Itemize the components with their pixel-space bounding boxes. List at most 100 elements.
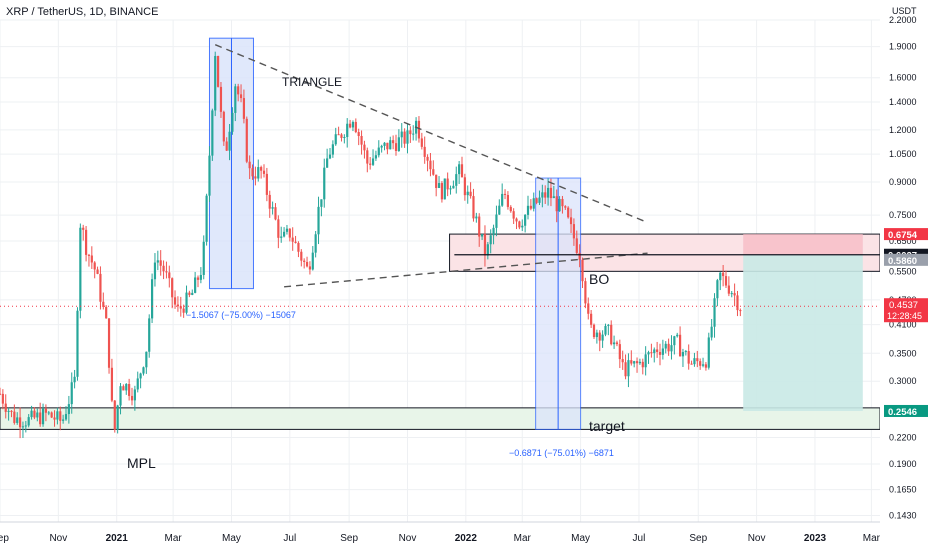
take-profit-area	[743, 254, 863, 411]
candle-body	[320, 199, 323, 207]
candle-body	[564, 206, 567, 208]
candle-body	[518, 221, 521, 228]
y-tick-label: 0.1900	[889, 459, 917, 469]
candle-body	[739, 310, 742, 312]
candle-body	[67, 404, 70, 415]
last-price-label: 0.4537	[889, 300, 918, 311]
candle-body	[133, 389, 136, 401]
level-label-bg	[884, 253, 928, 266]
candle-body	[53, 417, 56, 420]
candle-body	[699, 361, 702, 366]
candle-body	[552, 196, 555, 199]
candle-body	[196, 277, 200, 280]
candle-body	[277, 219, 280, 238]
candle-body	[693, 358, 696, 365]
candle-body	[125, 383, 128, 391]
candle-body	[116, 405, 119, 430]
candle-body	[727, 285, 730, 294]
time-axis-bg	[0, 522, 932, 550]
candle-body	[498, 205, 501, 215]
candle-body	[82, 227, 85, 230]
candle-body	[460, 164, 464, 178]
candle-body	[348, 123, 352, 128]
stop-loss-area	[743, 234, 863, 255]
candle-body	[274, 207, 277, 220]
candle-body	[168, 272, 171, 279]
candle-body	[99, 273, 102, 302]
candle-body	[208, 155, 211, 196]
level-label: 0.6754	[888, 230, 918, 241]
candle-body	[618, 344, 621, 360]
y-tick-label: 2.2000	[889, 15, 917, 25]
candle-body	[153, 262, 157, 280]
candle-body	[1, 393, 4, 404]
candle-body	[724, 276, 728, 286]
candle-body	[280, 236, 283, 238]
candle-body	[18, 417, 22, 428]
candle-body	[733, 293, 736, 296]
y-tick-label: 1.2000	[889, 125, 917, 135]
candle-body	[664, 343, 667, 349]
candle-body	[251, 168, 254, 177]
candle-body	[294, 241, 297, 243]
candle-body	[216, 55, 220, 87]
candle-body	[119, 386, 122, 406]
candle-body	[432, 169, 435, 175]
candle-body	[136, 378, 139, 390]
candle-body	[667, 343, 670, 352]
candle-body	[561, 198, 564, 207]
candle-body	[262, 170, 266, 174]
candle-body	[30, 410, 33, 418]
x-tick-label: Mar	[863, 533, 881, 544]
candle-body	[194, 277, 197, 293]
candle-body	[346, 123, 349, 138]
candle-body	[0, 393, 2, 395]
y-tick-label: 0.1650	[889, 485, 917, 495]
candle-body	[76, 310, 79, 377]
candle-body	[205, 195, 208, 242]
candle-body	[544, 192, 547, 198]
candle-body	[96, 269, 99, 274]
candle-body	[541, 192, 544, 198]
candle-body	[495, 214, 498, 228]
candle-body	[607, 324, 610, 326]
candle-body	[569, 217, 573, 225]
candle-body	[394, 143, 398, 151]
candle-body	[337, 134, 340, 136]
candle-body	[469, 191, 472, 197]
candle-body	[730, 293, 733, 295]
x-tick-label: 2023	[804, 533, 827, 544]
candle-body	[644, 354, 647, 368]
candle-body	[452, 185, 455, 189]
candle-body	[41, 408, 45, 425]
candle-body	[173, 297, 177, 305]
candle-body	[199, 274, 202, 280]
candle-body	[271, 207, 274, 209]
candle-body	[107, 318, 111, 368]
x-tick-label: Nov	[49, 533, 67, 544]
y-tick-label: 0.6500	[889, 236, 917, 246]
candle-body	[214, 55, 217, 111]
mpl-label: MPL	[127, 455, 156, 471]
candle-body	[21, 426, 25, 428]
candle-body	[105, 306, 108, 319]
candle-body	[156, 260, 159, 263]
candle-body	[538, 197, 541, 203]
candle-body	[578, 252, 581, 260]
x-tick-label: Mar	[514, 533, 532, 544]
candle-body	[148, 318, 151, 352]
candle-body	[621, 359, 624, 363]
candle-body	[176, 304, 180, 307]
candle-body	[13, 411, 16, 423]
candle-body	[291, 237, 294, 242]
candle-body	[191, 292, 194, 295]
candle-body	[56, 411, 59, 420]
candle-body	[179, 306, 182, 309]
candle-body	[314, 234, 317, 253]
candle-body	[27, 417, 30, 426]
candle-body	[139, 373, 142, 379]
candle-body	[383, 142, 386, 146]
candle-body	[656, 349, 659, 352]
candle-body	[475, 216, 478, 219]
